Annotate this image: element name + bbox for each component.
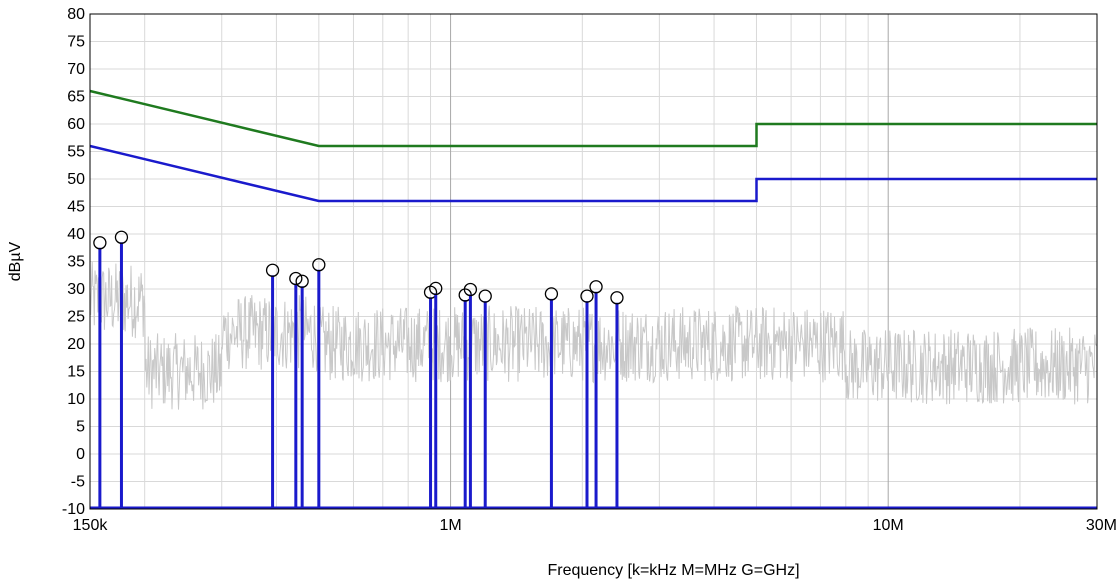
peak-marker [610, 291, 624, 305]
limit-line-1 [89, 89, 1097, 148]
y-tick-label: 75 [67, 34, 85, 51]
y-axis-title: dBµV [7, 241, 24, 281]
peak-marker [589, 280, 603, 294]
peak-marker [114, 230, 129, 244]
plot-frame [89, 13, 1098, 510]
limit-lines [89, 89, 1097, 203]
x-tick-label: 1M [439, 517, 461, 534]
limit-line-2 [89, 144, 1097, 203]
x-tick-label: 30M [1086, 517, 1117, 534]
y-tick-label: 35 [67, 254, 85, 271]
y-tick-label: -10 [62, 501, 85, 518]
y-tick-label: 15 [67, 364, 85, 381]
x-tick-label: 150k [73, 517, 109, 534]
y-tick-label: 55 [67, 144, 85, 161]
peak-marker [544, 287, 559, 301]
peak-marker [265, 263, 280, 277]
y-tick-label: 0 [76, 446, 85, 463]
y-tick-label: -5 [71, 474, 85, 491]
noise-trace-line [89, 261, 1098, 410]
noise-trace [89, 261, 1098, 410]
y-tick-label: 80 [67, 6, 85, 23]
y-tick-label: 5 [76, 419, 85, 436]
x-tick-label: 10M [873, 517, 904, 534]
peak-marker [478, 289, 492, 303]
x-tick-labels: 150k 1M 10M 30M [73, 517, 1117, 534]
y-tick-label: 50 [67, 171, 85, 188]
y-tick-label: 60 [67, 116, 85, 133]
peak-marker [429, 281, 443, 296]
y-tick-label: 30 [67, 281, 85, 298]
peak-marker [93, 236, 107, 250]
y-tick-label: 10 [67, 391, 85, 408]
peak-markers [90, 230, 1097, 510]
peak-marker [295, 274, 309, 288]
peak-marker [580, 289, 594, 303]
x-axis-title: Frequency [k=kHz M=MHz G=GHz] [547, 562, 799, 579]
y-tick-label: 70 [67, 61, 85, 78]
y-tick-label: 65 [67, 89, 85, 106]
y-tick-label: 40 [67, 226, 85, 243]
y-tick-label: 25 [67, 309, 85, 326]
grid [90, 13, 1098, 510]
y-tick-label: 45 [67, 199, 85, 216]
y-tick-label: 20 [67, 336, 85, 353]
peak-marker [289, 271, 303, 286]
peak-marker [312, 258, 326, 272]
peak-marker [463, 282, 478, 297]
